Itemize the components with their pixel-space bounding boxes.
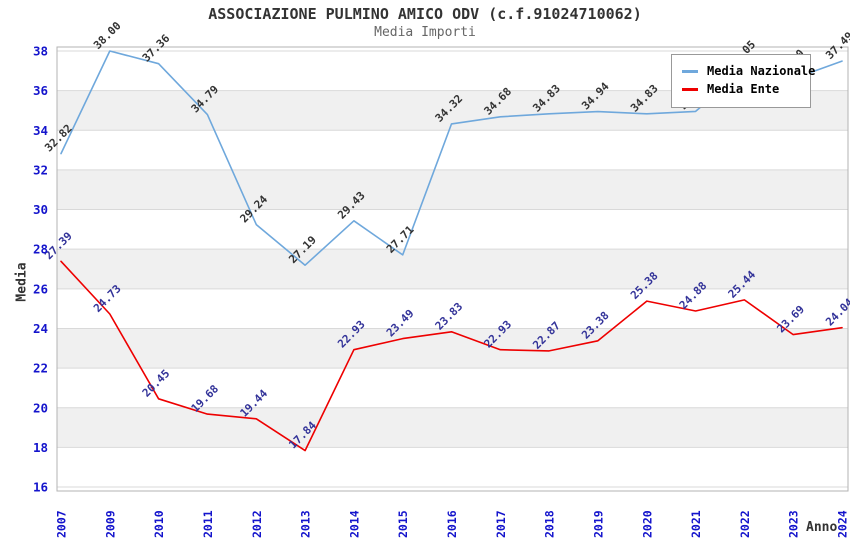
- x-tick-label: 2017: [494, 510, 508, 538]
- y-tick-label: 26: [33, 281, 48, 296]
- y-tick-label: 18: [33, 440, 48, 455]
- x-axis-title: Anno: [806, 520, 838, 535]
- y-tick-label: 28: [33, 242, 48, 257]
- x-tick-label: 2013: [299, 510, 313, 538]
- y-tick-label: 34: [33, 123, 48, 138]
- legend-item-media-ente: Media Ente: [682, 82, 802, 96]
- x-tick-label: 2022: [738, 510, 752, 538]
- y-tick-label: 30: [33, 202, 48, 217]
- x-tick-label: 2018: [543, 510, 557, 538]
- x-tick-label: 2023: [787, 510, 801, 538]
- band: [57, 328, 848, 369]
- data-label: 23.83: [433, 300, 466, 333]
- x-tick-label: 2007: [55, 510, 69, 538]
- x-tick-label: 2011: [201, 510, 215, 538]
- band: [57, 169, 848, 210]
- y-tick-label: 32: [33, 162, 48, 177]
- x-tick-label: 2012: [250, 510, 264, 538]
- series-line-media-ente: [60, 260, 843, 452]
- y-tick-label: 16: [33, 480, 48, 495]
- legend-label: Media Ente: [707, 82, 780, 96]
- x-tick-label: 2010: [152, 510, 166, 538]
- data-label: 24.04: [823, 296, 850, 329]
- chart-subtitle: Media Importi: [374, 25, 476, 40]
- legend-box: Media Nazionale Media Ente: [671, 54, 815, 108]
- x-tick-label: 2014: [347, 510, 361, 538]
- y-tick-label: 22: [33, 361, 48, 376]
- legend-label: Media Nazionale: [707, 64, 816, 78]
- legend-item-media-nazionale: Media Nazionale: [682, 64, 815, 78]
- plot-border: [56, 46, 849, 492]
- x-tick-label: 2021: [689, 510, 703, 538]
- x-tick-label: 2024: [836, 510, 850, 538]
- y-tick-label: 24: [33, 321, 48, 336]
- x-tick-label: 2020: [640, 510, 654, 538]
- media-nazionale-line-swatch-icon: [682, 69, 698, 73]
- x-tick-label: 2009: [103, 510, 117, 538]
- y-tick-label: 20: [33, 400, 48, 415]
- band: [57, 407, 848, 448]
- y-tick-label: 38: [33, 43, 48, 58]
- y-axis-title: Media: [14, 262, 30, 302]
- y-tick-label: 36: [33, 83, 48, 98]
- x-tick-label: 2019: [591, 510, 605, 538]
- band: [57, 249, 848, 289]
- media-ente-line-swatch-icon: [682, 87, 698, 91]
- chart-title: ASSOCIAZIONE PULMINO AMICO ODV (c.f.9102…: [208, 5, 642, 23]
- x-tick-label: 2016: [445, 510, 459, 538]
- x-tick-label: 2015: [396, 510, 410, 538]
